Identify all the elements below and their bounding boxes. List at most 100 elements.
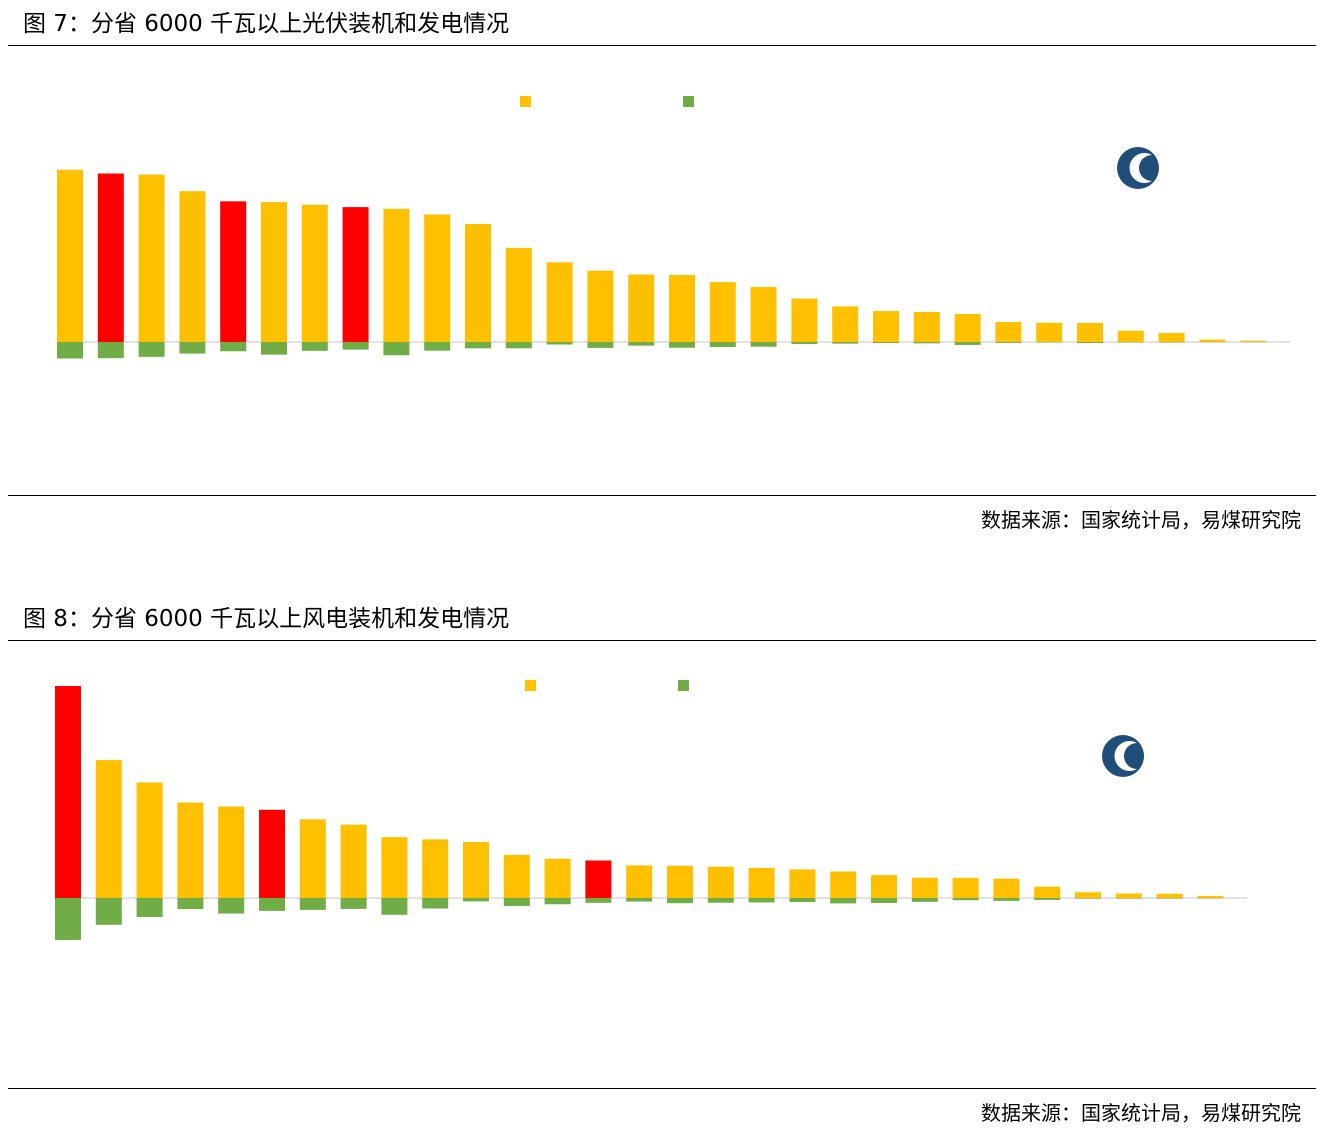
- bar-generation: [422, 898, 449, 909]
- bar-capacity: [709, 282, 736, 342]
- bar-capacity: [218, 806, 245, 898]
- legend-swatch-generation: [683, 96, 694, 107]
- bar-capacity: [993, 878, 1020, 898]
- bar-capacity: [1199, 339, 1226, 342]
- bar-generation: [505, 342, 532, 349]
- bar-generation: [993, 898, 1020, 901]
- figure-8-bottom-rule: [8, 1088, 1316, 1089]
- logo-swoosh-icon: [1129, 153, 1152, 183]
- bar-capacity: [707, 866, 734, 898]
- bar-capacity: [1034, 886, 1061, 898]
- legend-swatch-capacity: [520, 96, 531, 107]
- bar-capacity: [626, 865, 653, 898]
- bar-capacity: [830, 871, 857, 898]
- bar-capacity: [748, 867, 775, 898]
- bar-capacity: [220, 201, 247, 342]
- bar-generation: [177, 898, 204, 910]
- bar-generation: [55, 898, 81, 940]
- bar-capacity: [544, 858, 571, 898]
- bar-capacity: [1156, 893, 1183, 898]
- bar-generation: [995, 342, 1022, 343]
- bar-generation: [1077, 342, 1103, 344]
- bar-generation: [832, 342, 859, 344]
- bar-capacity: [301, 204, 328, 342]
- bar-capacity: [587, 270, 614, 342]
- bar-capacity: [57, 169, 83, 342]
- bar-capacity: [463, 842, 489, 898]
- bar-capacity: [179, 191, 206, 342]
- bar-generation: [179, 342, 206, 354]
- bar-generation: [1075, 898, 1101, 899]
- bar-capacity: [585, 860, 612, 898]
- bar-capacity: [177, 802, 204, 898]
- bar-capacity: [505, 247, 532, 342]
- bar-generation: [424, 342, 451, 351]
- bar-capacity: [1036, 322, 1063, 342]
- bar-generation: [952, 898, 979, 901]
- bar-capacity: [546, 262, 573, 342]
- bar-generation: [1156, 898, 1183, 899]
- bar-generation: [667, 898, 693, 904]
- bar-capacity: [952, 877, 979, 898]
- bar-capacity: [791, 298, 818, 342]
- bar-generation: [750, 342, 777, 347]
- bar-capacity: [381, 837, 408, 898]
- bar-generation: [220, 342, 247, 352]
- bar-capacity: [503, 854, 530, 898]
- bar-capacity: [954, 314, 981, 342]
- bar-capacity: [911, 877, 938, 898]
- bar-generation: [1115, 898, 1142, 899]
- bar-capacity: [669, 274, 695, 342]
- bar-generation: [546, 342, 573, 345]
- figure-7-bottom-rule: [8, 495, 1316, 496]
- bar-capacity: [871, 875, 897, 898]
- bar-capacity: [789, 869, 816, 898]
- bar-generation: [707, 898, 734, 903]
- bar-generation: [628, 342, 655, 346]
- bar-generation: [259, 898, 285, 911]
- bar-generation: [218, 898, 245, 914]
- bar-generation: [465, 342, 491, 349]
- bar-capacity: [832, 306, 859, 342]
- bar-capacity: [628, 274, 655, 342]
- bar-generation: [709, 342, 736, 347]
- bar-generation: [1034, 898, 1061, 900]
- bar-generation: [342, 342, 369, 350]
- bar-generation: [136, 898, 163, 917]
- bar-generation: [585, 898, 612, 903]
- figure-8-chart: [55, 680, 1248, 940]
- bar-generation: [138, 342, 165, 357]
- bar-capacity: [750, 286, 777, 342]
- bar-capacity: [1075, 892, 1101, 898]
- bar-capacity: [422, 839, 449, 898]
- bar-generation: [789, 898, 816, 903]
- bar-capacity: [1117, 330, 1144, 342]
- figure-7-title: 图 7：分省 6000 千瓦以上光伏装机和发电情况: [23, 11, 510, 37]
- bar-capacity: [1197, 895, 1224, 898]
- bar-capacity: [261, 202, 287, 342]
- bar-generation: [463, 898, 489, 902]
- figure-8-top-rule: [8, 640, 1316, 641]
- bar-capacity: [95, 760, 122, 898]
- bar-capacity: [873, 311, 899, 342]
- bar-generation: [911, 898, 938, 902]
- figure-7-source: 数据来源：国家统计局，易煤研究院: [981, 508, 1301, 532]
- bar-generation: [503, 898, 530, 907]
- bar-generation: [871, 898, 897, 904]
- bar-generation: [383, 342, 410, 356]
- bar-capacity: [913, 311, 940, 342]
- figure-8-title: 图 8：分省 6000 千瓦以上风电装机和发电情况: [23, 606, 510, 632]
- bar-generation: [626, 898, 653, 902]
- bar-capacity: [465, 223, 491, 342]
- bar-capacity: [342, 207, 369, 342]
- bar-generation: [587, 342, 614, 348]
- logo-swoosh-icon: [1114, 741, 1137, 771]
- bar-generation: [57, 342, 83, 359]
- legend-swatch-generation: [678, 680, 689, 691]
- legend-swatch-capacity: [525, 680, 536, 691]
- bar-capacity: [995, 321, 1022, 342]
- bar-generation: [791, 342, 818, 345]
- bar-capacity: [340, 824, 367, 898]
- bar-generation: [873, 342, 899, 344]
- bar-generation: [381, 898, 408, 915]
